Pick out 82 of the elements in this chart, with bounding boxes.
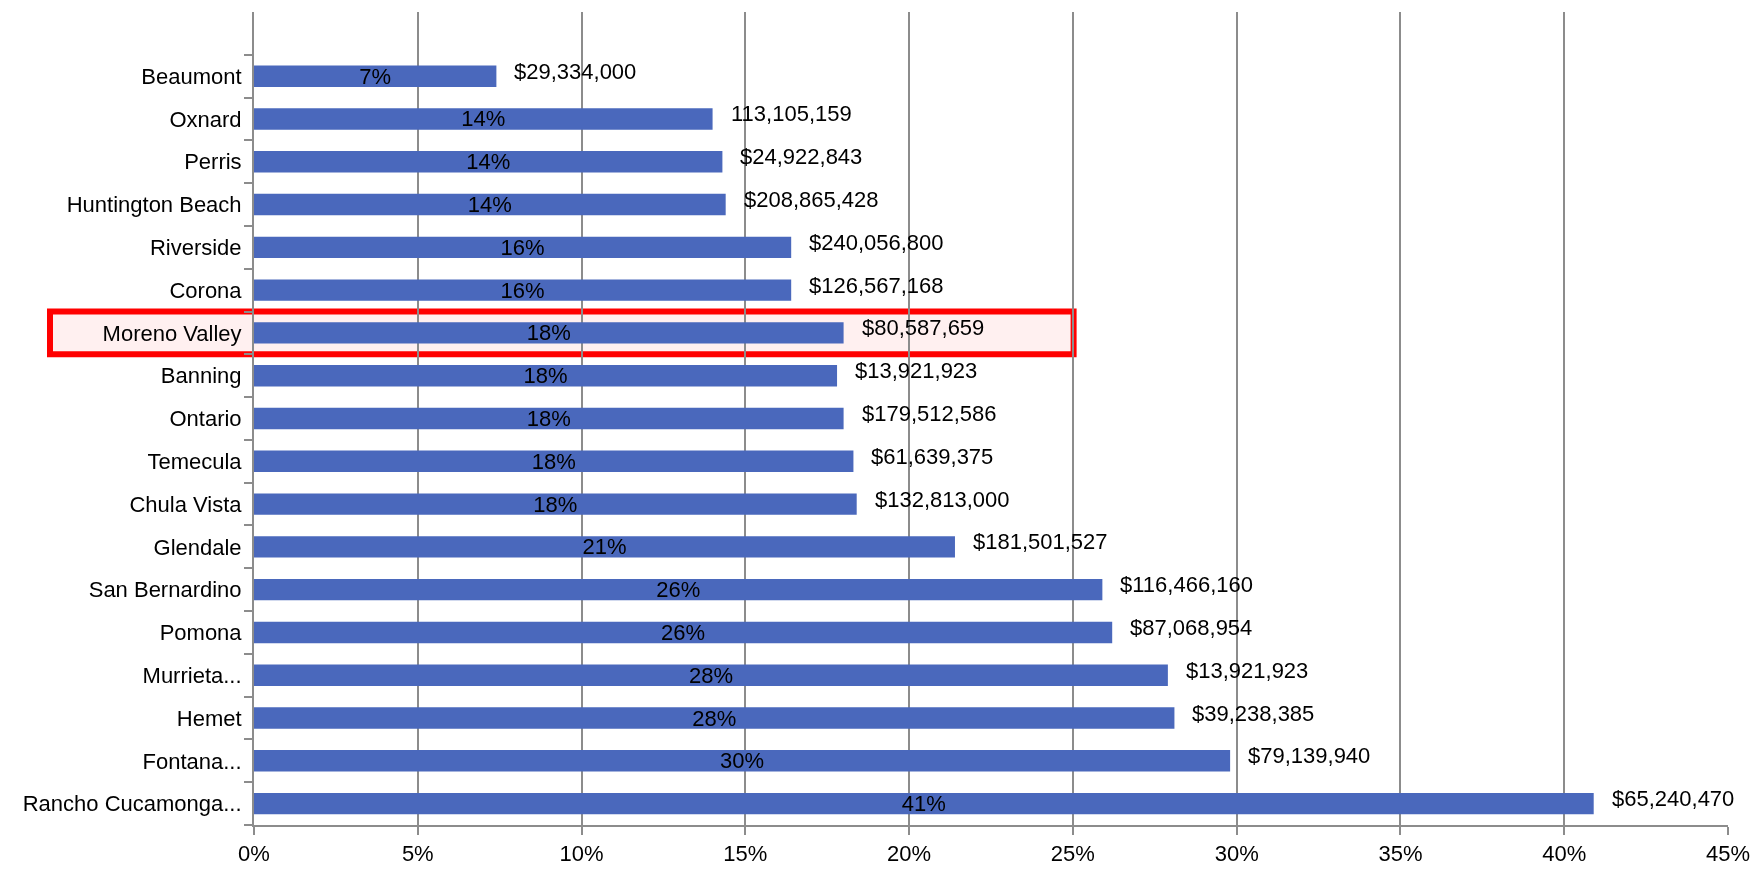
- bar: [254, 792, 1594, 815]
- annotation: $116,466,160: [1120, 572, 1253, 597]
- annotation: $80,587,659: [862, 315, 985, 340]
- x-tick-label: 0%: [238, 841, 270, 867]
- x-tick-label: 15%: [723, 841, 768, 867]
- annotation: 113,105,159: [731, 101, 852, 126]
- y-tick-label: Fontana...: [142, 748, 242, 774]
- data-label: 14%: [461, 106, 506, 132]
- bar: [254, 707, 1175, 729]
- annotation: $39,238,385: [1192, 701, 1315, 726]
- y-tick-label: Glendale: [153, 534, 242, 560]
- annotation: $179,512,586: [862, 401, 997, 426]
- annotation: $13,921,923: [1186, 658, 1309, 683]
- y-tick-label: Huntington Beach: [66, 192, 242, 218]
- data-label: 18%: [533, 491, 578, 517]
- annotation: $65,240,470: [1612, 786, 1735, 811]
- bar: [254, 151, 723, 173]
- bar: [254, 65, 497, 87]
- annotation: $132,813,000: [875, 487, 1010, 512]
- bar: [254, 279, 792, 301]
- x-tick-label: 10%: [559, 841, 604, 867]
- annotation: $126,567,168: [809, 273, 944, 298]
- y-tick-label: Banning: [160, 363, 242, 389]
- x-tick-label: 20%: [887, 841, 932, 867]
- data-label: 18%: [523, 363, 568, 389]
- annotation: $61,639,375: [871, 444, 994, 469]
- bar: [254, 578, 1103, 601]
- x-tick-label: 30%: [1214, 841, 1259, 867]
- y-tick-label: Hemet: [176, 705, 242, 731]
- data-label: 21%: [582, 534, 627, 560]
- data-label: 14%: [466, 149, 511, 175]
- y-tick-label: Beaumont: [141, 63, 242, 89]
- y-tick-label: Riverside: [149, 235, 242, 261]
- bar: [254, 450, 854, 472]
- bar: [254, 621, 1113, 644]
- annotation: $87,068,954: [1130, 615, 1253, 640]
- bar: [254, 536, 955, 558]
- data-label: 18%: [531, 448, 576, 474]
- data-label: 28%: [688, 662, 733, 688]
- bar: [254, 322, 844, 344]
- x-tick-label: 45%: [1705, 841, 1751, 867]
- data-label: 16%: [500, 277, 545, 303]
- y-tick-label: Ontario: [169, 406, 242, 432]
- annotation: $13,921,923: [855, 358, 978, 383]
- y-tick-label: San Bernardino: [88, 577, 242, 603]
- data-label: 41%: [901, 791, 946, 817]
- data-label: 18%: [526, 406, 571, 431]
- y-tick-label: Oxnard: [169, 106, 242, 132]
- y-tick-label: Temecula: [147, 448, 243, 474]
- data-label: 28%: [692, 705, 737, 731]
- bar: [254, 108, 713, 130]
- x-tick-label: 5%: [401, 841, 434, 867]
- y-tick-label: Moreno Valley: [102, 320, 242, 346]
- x-tick-label: 25%: [1050, 841, 1095, 867]
- data-label: 7%: [359, 63, 392, 89]
- data-label: 14%: [467, 192, 512, 218]
- bar: [254, 493, 857, 515]
- bar: [254, 664, 1168, 686]
- bar: [254, 365, 838, 387]
- data-label: 26%: [661, 619, 706, 645]
- bar: [254, 236, 792, 259]
- y-tick-label: Pomona: [159, 620, 243, 646]
- y-tick-label: Rancho Cucamonga...: [22, 791, 242, 817]
- annotation: $79,139,940: [1248, 743, 1371, 768]
- data-label: 30%: [720, 748, 765, 774]
- annotation: $24,922,843: [740, 144, 863, 169]
- y-tick-label: Perris: [184, 149, 242, 175]
- bar: [254, 407, 844, 430]
- annotation: $240,056,800: [809, 230, 944, 255]
- x-tick-label: 35%: [1378, 841, 1423, 867]
- x-tick-label: 40%: [1542, 841, 1587, 867]
- bar: [254, 193, 726, 216]
- bar: [254, 750, 1231, 772]
- annotation: $208,865,428: [744, 187, 879, 212]
- y-tick-label: Murrieta...: [142, 662, 242, 688]
- data-label: 26%: [656, 577, 701, 603]
- annotation: $29,334,000: [514, 59, 637, 84]
- data-label: 18%: [526, 320, 571, 346]
- y-tick-label: Corona: [169, 277, 243, 303]
- data-label: 16%: [500, 234, 545, 260]
- y-tick-label: Chula Vista: [129, 491, 243, 517]
- annotation: $181,501,527: [973, 529, 1108, 554]
